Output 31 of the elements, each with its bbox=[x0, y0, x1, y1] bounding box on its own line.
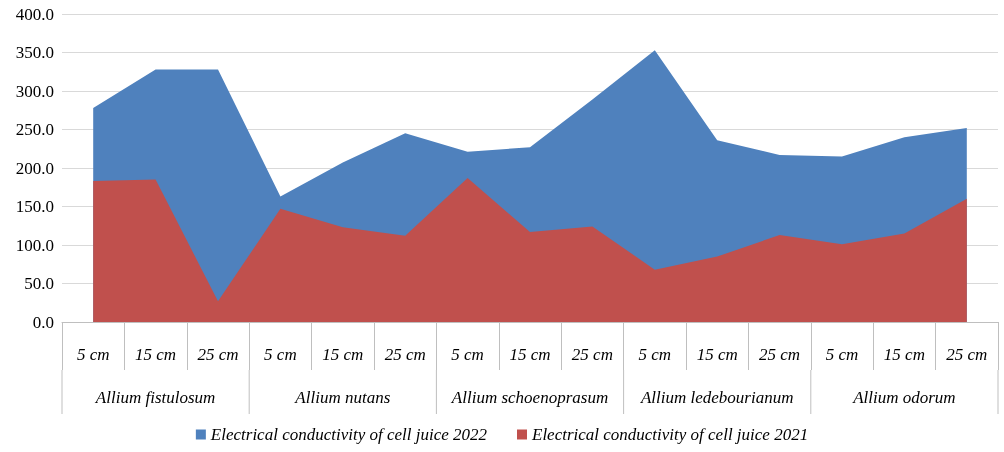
legend-label: Electrical conductivity of cell juice 2022 bbox=[209, 425, 488, 444]
x-tick-label: 15 cm bbox=[322, 345, 364, 364]
x-tick-label: 25 cm bbox=[571, 345, 613, 364]
x-tick-label: 5 cm bbox=[451, 345, 484, 364]
y-tick-label: 0.0 bbox=[32, 312, 54, 332]
x-tick-label: 5 cm bbox=[76, 345, 110, 364]
x-tick-label: 25 cm bbox=[946, 345, 988, 364]
x-tick-label: 25 cm bbox=[384, 345, 426, 364]
x-tick-label: 15 cm bbox=[135, 345, 177, 364]
y-tick-label: 400.0 bbox=[15, 4, 54, 24]
y-tick-label: 350.0 bbox=[15, 43, 54, 62]
x-tick-label: 25 cm bbox=[759, 345, 801, 364]
y-tick-label: 50.0 bbox=[24, 274, 54, 293]
text: Allium nutans bbox=[294, 387, 391, 407]
y-tick-label: 150.0 bbox=[15, 197, 54, 216]
x-tick-label: 15 cm bbox=[696, 345, 738, 364]
text: Allium odorum bbox=[852, 387, 956, 407]
text: Allium fistulosum bbox=[94, 387, 216, 407]
x-tick-label: 5 cm bbox=[264, 345, 297, 364]
y-tick-label: 200.0 bbox=[15, 158, 54, 178]
x-tick-label: 25 cm bbox=[197, 345, 239, 364]
x-tick-label: 5 cm bbox=[825, 345, 859, 364]
y-tick-label: 100.0 bbox=[15, 235, 54, 255]
legend-label: Electrical conductivity of cell juice 2021 bbox=[531, 425, 809, 444]
x-tick-label: 5 cm bbox=[638, 345, 672, 364]
y-tick-label: 300.0 bbox=[15, 81, 54, 101]
x-tick-label: 15 cm bbox=[883, 345, 925, 364]
text: Allium schoenoprasum bbox=[450, 387, 609, 407]
text: Allium ledebourianum bbox=[639, 387, 794, 407]
x-tick-label: 15 cm bbox=[509, 345, 551, 364]
y-tick-label: 250.0 bbox=[15, 120, 54, 139]
